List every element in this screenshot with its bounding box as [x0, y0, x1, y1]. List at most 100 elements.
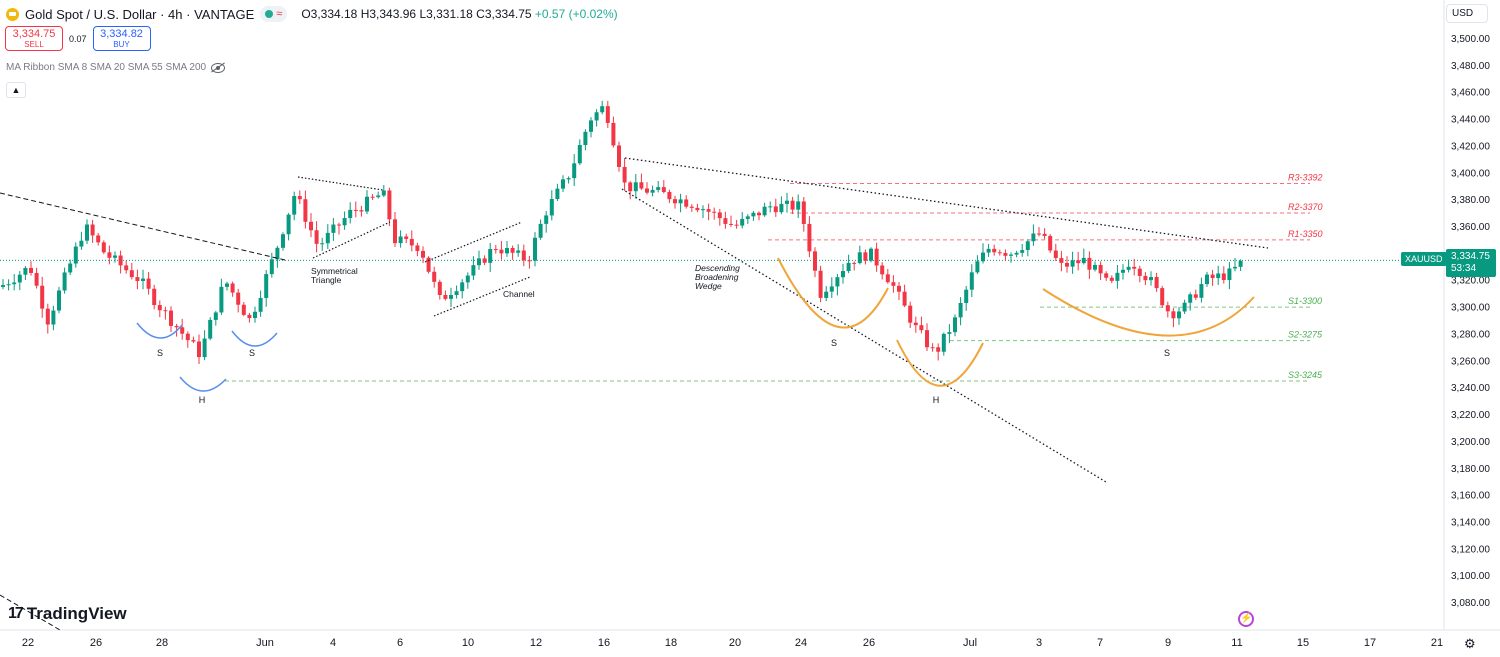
wedge-upper-line[interactable]	[624, 157, 1269, 249]
candle-body[interactable]	[661, 187, 666, 192]
candle-body[interactable]	[740, 218, 745, 226]
candle-body[interactable]	[572, 163, 577, 179]
candle-body[interactable]	[62, 272, 67, 291]
candle-body[interactable]	[958, 302, 963, 318]
candle-body[interactable]	[835, 277, 840, 287]
candle-body[interactable]	[421, 250, 425, 258]
candle-body[interactable]	[930, 347, 935, 349]
candle-body[interactable]	[734, 224, 739, 226]
candle-body[interactable]	[941, 333, 946, 352]
candle-body[interactable]	[426, 257, 431, 272]
x-tick-label[interactable]: 12	[530, 637, 542, 649]
candle-body[interactable]	[768, 206, 773, 208]
candle-body[interactable]	[975, 261, 980, 273]
candle-body[interactable]	[577, 145, 582, 164]
candle-body[interactable]	[706, 209, 711, 212]
candle-body[interactable]	[1154, 277, 1159, 289]
candle-body[interactable]	[197, 341, 201, 358]
triangle-upper-line[interactable]	[297, 176, 384, 191]
candle-body[interactable]	[1003, 253, 1008, 256]
candle-body[interactable]	[73, 246, 78, 264]
candle-body[interactable]	[499, 249, 504, 254]
x-tick-label[interactable]: 28	[156, 637, 168, 649]
right-shoulder-arc[interactable]	[231, 330, 278, 347]
candle-body[interactable]	[510, 248, 515, 253]
candle-body[interactable]	[1070, 260, 1075, 267]
candle-body[interactable]	[471, 265, 476, 276]
candle-body[interactable]	[292, 196, 297, 215]
candle-body[interactable]	[281, 234, 285, 248]
candle-body[interactable]	[521, 250, 526, 261]
candle-body[interactable]	[863, 252, 868, 261]
candle-body[interactable]	[465, 275, 470, 283]
candle-body[interactable]	[1199, 284, 1204, 298]
candle-body[interactable]	[163, 310, 168, 312]
candle-body[interactable]	[857, 252, 862, 264]
candle-body[interactable]	[29, 267, 33, 273]
candle-body[interactable]	[846, 262, 851, 272]
triangle-lower-line[interactable]	[312, 221, 391, 259]
candle-body[interactable]	[880, 265, 885, 275]
candle-body[interactable]	[555, 188, 560, 200]
candle-body[interactable]	[633, 182, 638, 192]
candle-body[interactable]	[1210, 274, 1215, 279]
candle-body[interactable]	[1115, 272, 1120, 281]
x-tick-label[interactable]: 9	[1165, 637, 1171, 649]
x-tick-label[interactable]: 20	[729, 637, 741, 649]
candle-body[interactable]	[1098, 264, 1103, 274]
head-arc[interactable]	[179, 376, 227, 392]
candle-body[interactable]	[561, 179, 565, 189]
candle-body[interactable]	[969, 272, 974, 290]
candle-body[interactable]	[488, 249, 493, 263]
market-status-pill[interactable]: ≈	[260, 6, 288, 22]
candle-body[interactable]	[925, 330, 929, 348]
candle-body[interactable]	[779, 203, 784, 213]
candle-body[interactable]	[527, 260, 532, 262]
candle-body[interactable]	[869, 248, 873, 261]
candle-body[interactable]	[34, 272, 39, 286]
candle-body[interactable]	[997, 252, 1002, 254]
candle-body[interactable]	[622, 166, 627, 183]
candle-body[interactable]	[824, 291, 829, 298]
candle-body[interactable]	[454, 291, 459, 296]
candle-body[interactable]	[1193, 294, 1198, 298]
candle-body[interactable]	[790, 200, 795, 210]
candle-body[interactable]	[264, 274, 269, 298]
candle-body[interactable]	[415, 245, 420, 251]
candle-body[interactable]	[1009, 254, 1013, 256]
candle-body[interactable]	[678, 199, 683, 204]
candle-body[interactable]	[1221, 273, 1226, 281]
candle-body[interactable]	[885, 274, 890, 283]
candle-body[interactable]	[818, 270, 823, 298]
candle-body[interactable]	[1042, 233, 1047, 236]
candle-body[interactable]	[1, 285, 5, 287]
candle-body[interactable]	[829, 286, 834, 292]
candle-body[interactable]	[1093, 264, 1097, 270]
candle-body[interactable]	[1037, 233, 1041, 235]
candle-body[interactable]	[432, 271, 437, 282]
lower-trend-line[interactable]	[0, 594, 61, 631]
candle-body[interactable]	[359, 210, 364, 212]
candle-body[interactable]	[695, 207, 700, 211]
x-tick-label[interactable]: Jul	[963, 637, 977, 649]
candle-body[interactable]	[549, 199, 554, 216]
candle-body[interactable]	[1216, 273, 1221, 279]
candle-body[interactable]	[1126, 266, 1131, 270]
candle-body[interactable]	[169, 310, 173, 326]
candle-body[interactable]	[712, 211, 717, 213]
x-tick-label[interactable]: 24	[795, 637, 807, 649]
candle-body[interactable]	[594, 112, 599, 121]
x-tick-label[interactable]: 22	[22, 637, 34, 649]
candle-body[interactable]	[348, 209, 353, 219]
candle-body[interactable]	[628, 182, 633, 192]
x-tick-label[interactable]: 17	[1364, 637, 1376, 649]
candle-body[interactable]	[566, 178, 571, 180]
left-shoulder-arc[interactable]	[136, 322, 183, 339]
candle-body[interactable]	[605, 106, 610, 123]
candle-body[interactable]	[309, 221, 313, 231]
candle-body[interactable]	[180, 327, 185, 334]
candle-body[interactable]	[908, 305, 913, 323]
candle-body[interactable]	[729, 223, 733, 225]
candle-body[interactable]	[600, 106, 605, 113]
candle-body[interactable]	[482, 258, 487, 263]
